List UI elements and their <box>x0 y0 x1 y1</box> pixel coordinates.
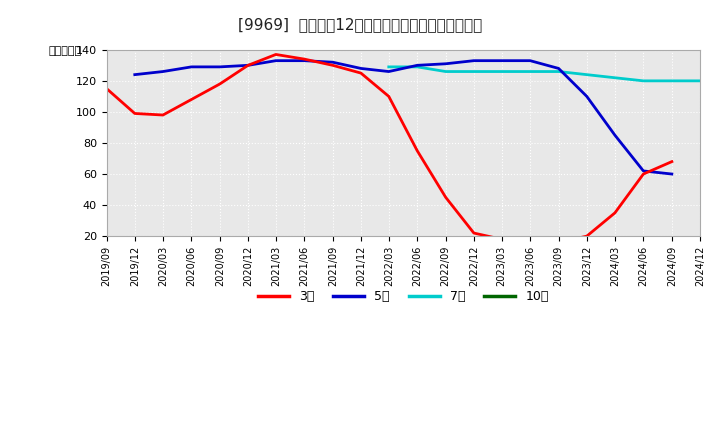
Text: [9969]  経常利益12か月移動合計の標準偏差の推移: [9969] 経常利益12か月移動合計の標準偏差の推移 <box>238 18 482 33</box>
Legend: 3年, 5年, 7年, 10年: 3年, 5年, 7年, 10年 <box>253 285 554 308</box>
Y-axis label: （百万円）: （百万円） <box>48 46 81 56</box>
